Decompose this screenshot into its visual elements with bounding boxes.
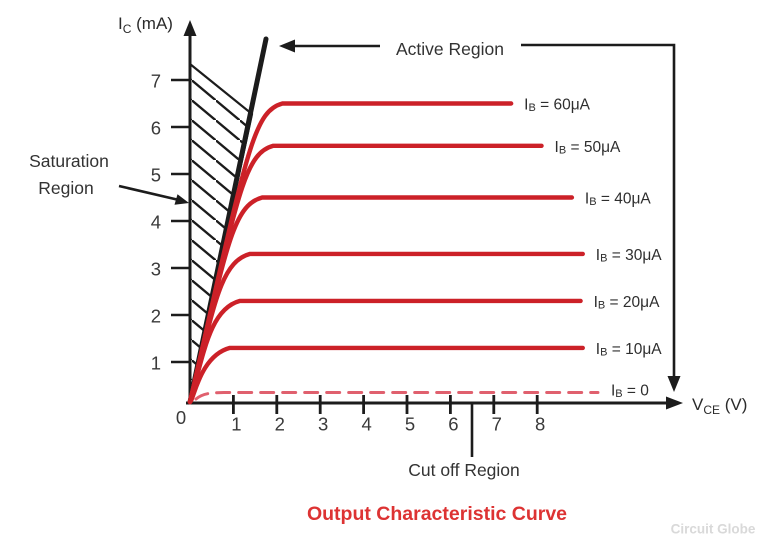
ib-curve-label: IB = 30μA (596, 246, 662, 264)
y-tick-label: 3 (151, 259, 161, 280)
y-axis-arrow-icon (183, 20, 197, 36)
y-tick-label: 1 (151, 353, 161, 374)
watermark: Circuit Globe (671, 522, 756, 537)
x-tick-label: 3 (318, 414, 328, 435)
y-axis-ticks: 1 2 3 4 5 6 7 (151, 71, 190, 374)
origin-label: 0 (176, 407, 186, 428)
ib-curve-label: IB = 10μA (596, 340, 662, 358)
x-tick-label: 7 (492, 414, 502, 435)
y-tick-label: 2 (151, 306, 161, 327)
saturation-region-arrow-icon (174, 194, 189, 205)
ib-curve (187, 251, 585, 405)
ib-curves (187, 101, 600, 405)
ib-curve-label: IB = 0 (611, 382, 649, 400)
ib-curve-label: IB = 50μA (555, 138, 621, 156)
ib-zero-dashed-curve (194, 391, 600, 401)
active-region-left-arrow-icon (279, 39, 295, 53)
saturation-region-arrow-line (118, 184, 180, 202)
y-tick-label: 6 (151, 118, 161, 139)
x-tick-label: 8 (535, 414, 545, 435)
active-region-label: Active Region (396, 39, 504, 59)
active-region-bracket (521, 43, 676, 378)
x-tick-label: 4 (361, 414, 371, 435)
x-axis-arrow-icon (666, 396, 683, 410)
ib-curve-label: IB = 60μA (524, 96, 590, 114)
ib-curve-labels: IB = 60μA IB = 50μA IB = 40μA IB = 30μA IB =… (524, 96, 662, 400)
x-tick-label: 5 (405, 414, 415, 435)
chart-title: Output Characteristic Curve (307, 503, 567, 525)
ib-curve (187, 143, 544, 405)
y-axis-label: IC (mA) (118, 14, 173, 36)
saturation-region-label-line1: Saturation (29, 151, 109, 171)
x-axis-ticks: 1 2 3 4 5 6 7 8 (231, 395, 545, 435)
y-tick-label: 4 (151, 212, 161, 233)
saturation-region-label-line2: Region (38, 178, 93, 198)
cutoff-region-label: Cut off Region (408, 460, 520, 480)
ib-curve (187, 298, 583, 405)
ib-curve (187, 345, 585, 405)
x-tick-label: 1 (231, 414, 241, 435)
y-tick-label: 5 (151, 165, 161, 186)
x-tick-label: 2 (275, 414, 285, 435)
ib-curve-label: IB = 20μA (594, 293, 660, 311)
x-axis-label: VCE (V) (692, 395, 747, 417)
ib-curve-label: IB = 40μA (585, 190, 651, 208)
active-region-bracket-arrow-icon (667, 376, 681, 392)
x-tick-label: 6 (448, 414, 458, 435)
y-tick-label: 7 (151, 71, 161, 92)
